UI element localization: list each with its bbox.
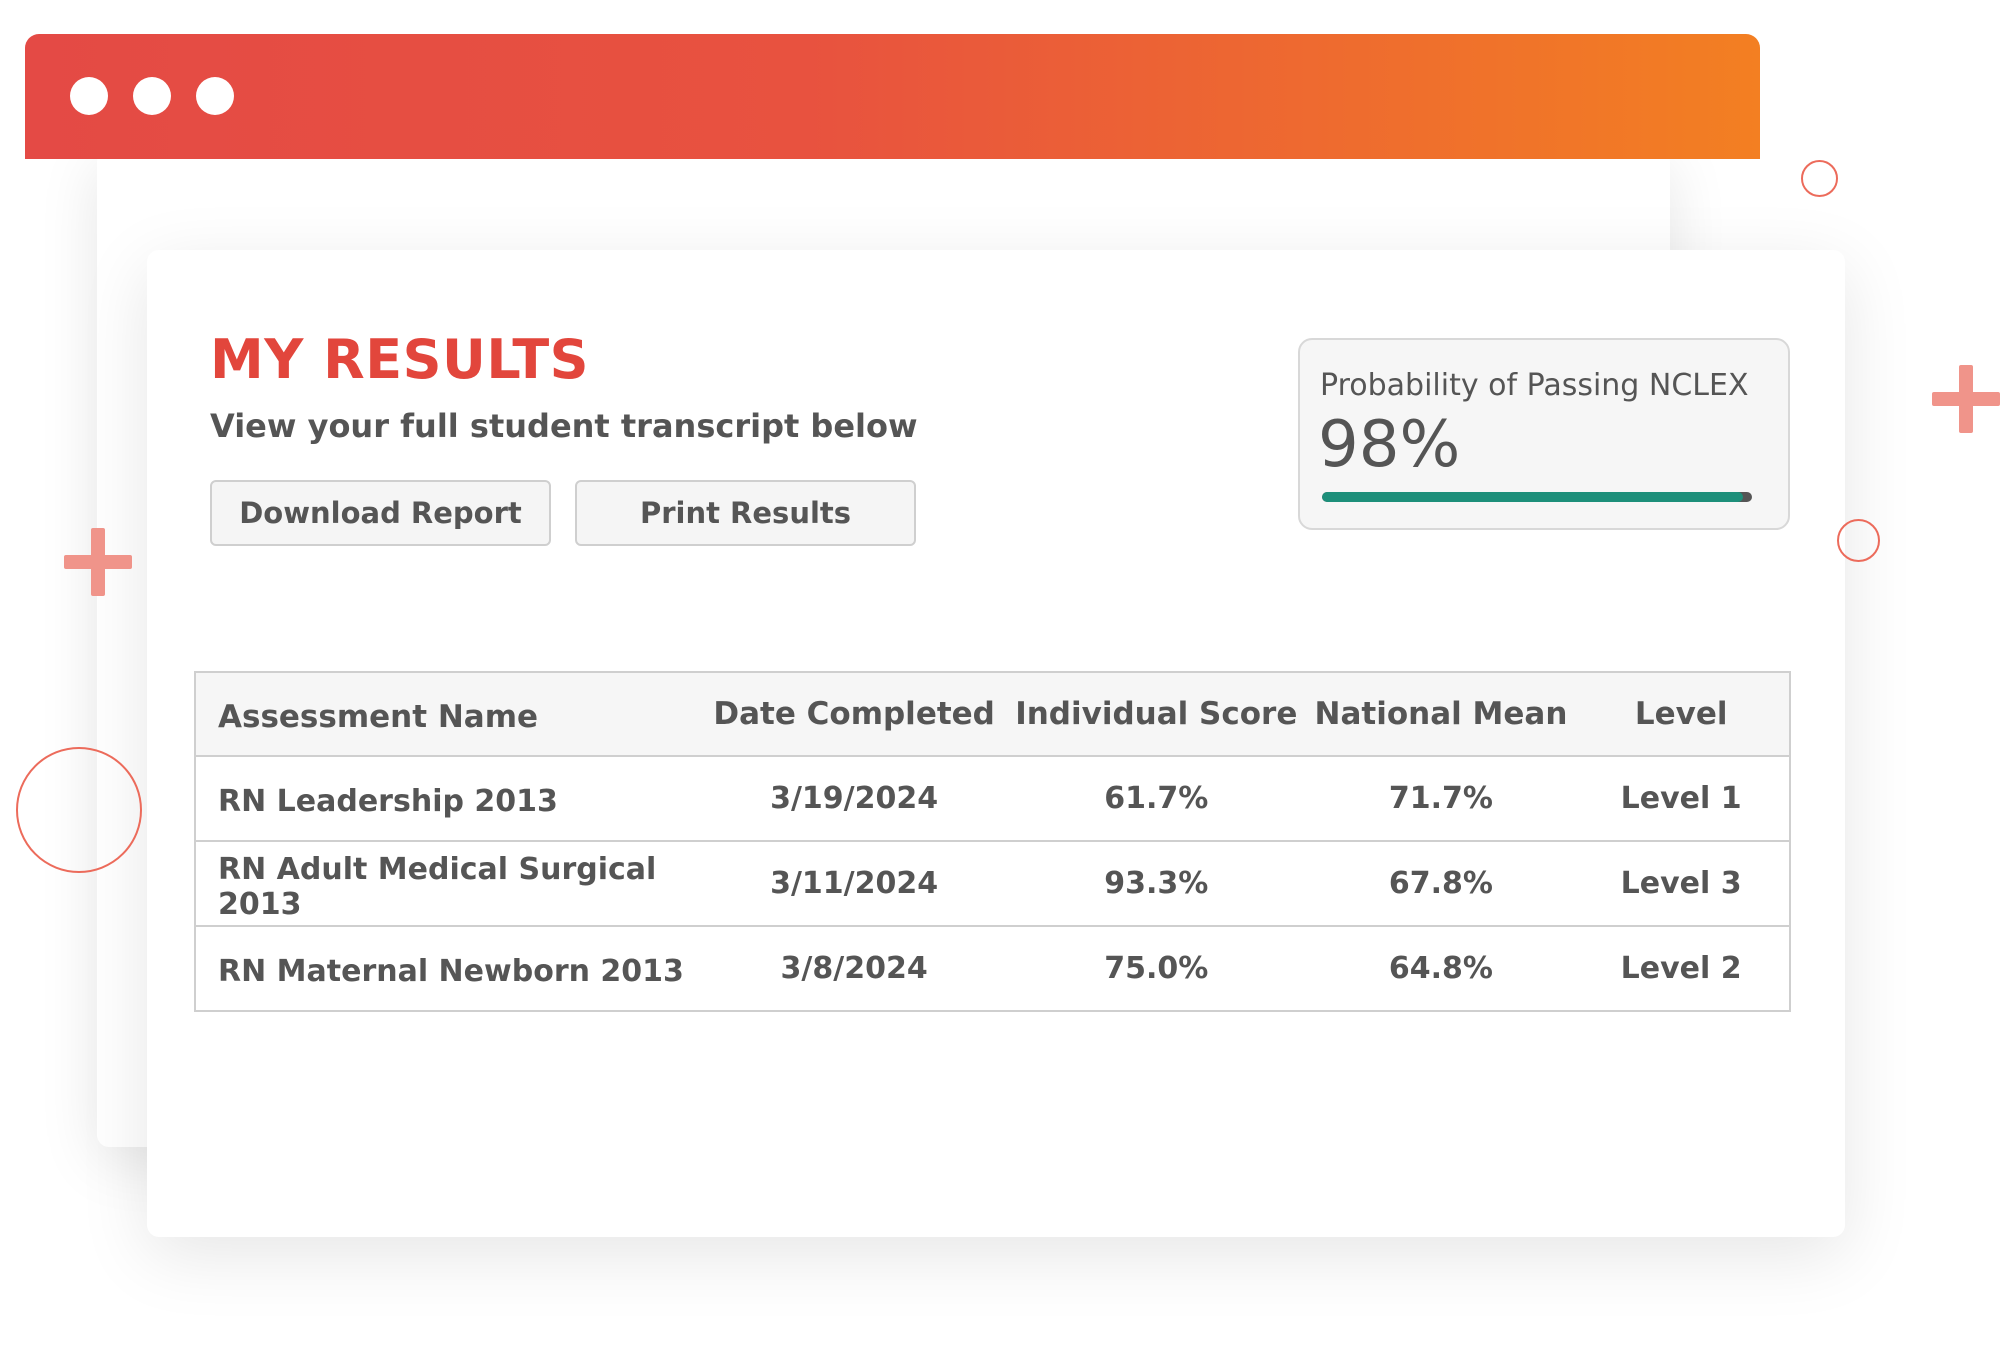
results-table: Assessment Name Date Completed Individua…	[194, 671, 1791, 1012]
decor-small-ring-icon	[1837, 519, 1880, 562]
cell-national-mean: 64.8%	[1388, 951, 1493, 986]
page-subtitle: View your full student transcript below	[210, 407, 918, 445]
table-row: RN Maternal Newborn 2013 3/8/2024 75.0% …	[195, 926, 1790, 1011]
print-results-button[interactable]: Print Results	[575, 480, 916, 546]
nclex-progress-fill	[1322, 492, 1744, 502]
decor-small-ring-icon	[1801, 160, 1838, 197]
cell-date-completed: 3/19/2024	[704, 756, 1004, 842]
header-national-mean: National Mean	[1308, 672, 1574, 757]
window-close-dot[interactable]	[70, 77, 108, 115]
table-row: RN Adult Medical Surgical 2013 3/11/2024…	[195, 841, 1790, 927]
cell-individual-score: 93.3%	[1003, 841, 1309, 927]
window-title-bar	[25, 34, 1760, 159]
header-date-completed: Date Completed	[704, 672, 1004, 757]
cell-level: Level 3	[1573, 841, 1790, 927]
nclex-label: Probability of Passing NCLEX	[1320, 368, 1749, 403]
decor-large-ring-icon	[16, 747, 142, 873]
cell-assessment-name: RN Leadership 2013	[195, 756, 705, 842]
cell-individual-score: 61.7%	[1003, 756, 1309, 842]
cell-individual-score: 75.0%	[1104, 951, 1209, 986]
header-individual-score: Individual Score	[1003, 672, 1309, 757]
cell-level: Level 2	[1620, 951, 1742, 986]
download-report-button[interactable]: Download Report	[210, 480, 551, 546]
cell-level: Level 1	[1573, 756, 1790, 842]
cell-assessment-name: RN Adult Medical Surgical 2013	[195, 841, 705, 927]
nclex-value: 98%	[1318, 408, 1461, 482]
header-level: Level	[1573, 672, 1790, 757]
decor-plus-icon	[64, 528, 132, 596]
nclex-probability-card: Probability of Passing NCLEX 98%	[1298, 338, 1790, 530]
table-row: RN Leadership 2013 3/19/2024 61.7% 71.7%…	[195, 756, 1790, 842]
window-maximize-dot[interactable]	[196, 77, 234, 115]
nclex-progress-bar	[1322, 492, 1752, 502]
cell-date-completed: 3/8/2024	[780, 951, 928, 986]
header-assessment-name: Assessment Name	[195, 672, 705, 757]
page-title: MY RESULTS	[210, 328, 590, 391]
cell-national-mean: 67.8%	[1308, 841, 1574, 927]
decor-plus-icon	[1932, 365, 2000, 433]
cell-date-completed: 3/11/2024	[704, 841, 1004, 927]
window-minimize-dot[interactable]	[133, 77, 171, 115]
cell-national-mean: 71.7%	[1308, 756, 1574, 842]
cell-assessment-name: RN Maternal Newborn 2013	[218, 954, 684, 989]
table-header-row: Assessment Name Date Completed Individua…	[195, 672, 1790, 757]
